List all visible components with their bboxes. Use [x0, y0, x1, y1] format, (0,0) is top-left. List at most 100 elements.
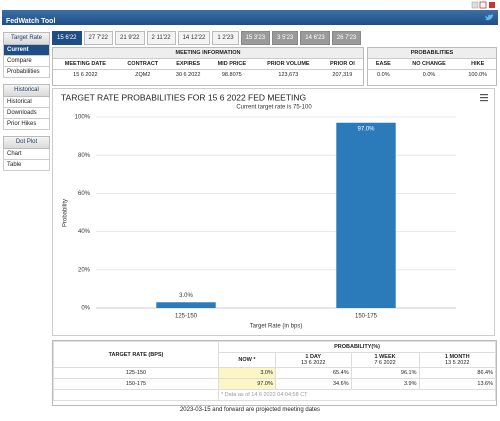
column-header: 1 WEEK 7 6 2022 [350, 352, 420, 368]
column-header: PRIOR VOLUME [255, 59, 322, 70]
tab-bar: 15 6'22 27 7'22 21 9'22 2 11'22 14 12'22 1 2'… [52, 31, 362, 45]
meeting-info: MEETING INFORMATION MEETING DATE CONTRACT E… [52, 47, 364, 86]
table: MEETING DATE CONTRACT EXPIRES MID PRICE PRIO… [53, 59, 363, 80]
x-tick-label: 150-175 [355, 314, 378, 320]
sidebar-item[interactable]: Downloads [3, 108, 50, 119]
column-date: 13 5 2022 [445, 360, 470, 366]
cell: 207,319 [332, 72, 353, 78]
sidebar-item[interactable]: Compare [3, 56, 50, 67]
tab[interactable]: 15 6'22 [52, 31, 82, 45]
tab[interactable]: 14 12'22 [177, 31, 211, 45]
column-header: 1 DAY 13 6 2022 [274, 352, 352, 368]
bar [336, 122, 396, 308]
cell: 97.0% [218, 378, 276, 390]
table: EASE NO CHANGE HIKE 0.0% 0.0% 100.0% [368, 59, 496, 80]
sidebar-item[interactable]: Probabilities [3, 67, 50, 78]
y-axis-label: Probability [63, 199, 69, 227]
y-tick-label: 100% [75, 115, 91, 121]
x-tick-label: 125-150 [175, 314, 198, 320]
header-row: MEETING DATE CONTRACT EXPIRES MID PRICE PRIO… [53, 59, 363, 70]
twitter-icon[interactable] [484, 13, 494, 22]
column-date: 13 6 2022 [300, 360, 326, 366]
tab[interactable]: 3 5'23 [272, 31, 299, 45]
probability-table: TARGET RATE (BPS) PROBABILITY(%) NOW * 1 DA… [52, 340, 497, 406]
sidebar-item[interactable]: Table [3, 160, 50, 171]
window-icons [471, 1, 495, 9]
column-header: HIKE [459, 59, 496, 70]
cell: 30 6 2022 [175, 72, 201, 78]
cell: 123,673 [278, 72, 299, 78]
column-header: NO CHANGE [398, 59, 460, 70]
column-header: MID PRICE [208, 59, 256, 70]
note: * Data as of 14 6 2022 04:04:58 CT [218, 389, 496, 401]
column-label: 1 WEEK [374, 354, 396, 360]
table-title: PROBABILITIES [368, 48, 496, 59]
cell: 15 6 2022 [73, 72, 98, 78]
column-header: PRIOR OI [321, 59, 363, 70]
y-tick-label: 40% [78, 229, 91, 235]
tab[interactable]: 15 3'23 [240, 31, 271, 45]
probabilities: PROBABILITIES EASE NO CHANGE HIKE 0.0% 0.0% 10… [367, 47, 497, 86]
sidebar-item[interactable]: Historical [3, 97, 50, 108]
row: 150-175 97.0% 34.6% 3.9% 13.6% [53, 378, 496, 390]
note-row: * Data as of 14 6 2022 04:04:58 CT [53, 389, 496, 401]
cell: 0.0% [422, 72, 436, 78]
group-header: PROBABILITY(%) [218, 341, 496, 353]
header-bar: FedWatch Tool [2, 10, 498, 25]
icon[interactable] [489, 2, 495, 8]
table: TARGET RATE (BPS) PROBABILITY(%) NOW * 1 DA… [53, 341, 496, 401]
tab[interactable]: 26 7'23 [331, 31, 362, 45]
chart-subtitle: Current target rate is 75-100 [236, 105, 312, 111]
cell: 96.1% [350, 367, 420, 379]
header-row: TARGET RATE (BPS) PROBABILITY(%) [53, 341, 496, 368]
menu-icon[interactable] [480, 94, 488, 102]
sidebar-item[interactable]: Current [3, 45, 50, 56]
column-date: 7 6 2022 [374, 360, 396, 366]
tab[interactable]: 1 2'23 [212, 31, 239, 45]
cell: 3.9% [350, 378, 420, 390]
column-header: EASE [368, 59, 399, 70]
column-header: 1 MONTH 13 5 2022 [418, 352, 496, 368]
footer: 2023-03-15 and forward are projected mee… [179, 407, 321, 413]
tab[interactable]: 14 6'23 [300, 31, 330, 45]
y-tick-label: 0% [81, 306, 90, 312]
cell: 98.8075 [221, 72, 242, 78]
y-tick-label: 60% [78, 191, 91, 197]
cell: 0.0% [377, 72, 390, 78]
cell: ZQM2 [135, 72, 151, 78]
sidebar-item[interactable]: Chart [3, 149, 50, 160]
sidebar-heading: Target Rate [3, 32, 50, 45]
value-label: 97.0% [357, 126, 375, 132]
sidebar-item[interactable]: Prior Hikes [3, 119, 50, 130]
cell: 34.6% [274, 378, 352, 390]
icon[interactable] [471, 1, 479, 9]
table-title: MEETING INFORMATION [53, 48, 363, 59]
row: 125-150 3.0% 65.4% 96.1% 86.4% [53, 367, 496, 379]
row: 15 6 2022 ZQM2 30 6 2022 98.8075 123,673 207,… [53, 70, 363, 81]
tab[interactable]: 27 7'22 [83, 31, 113, 45]
cell: 13.6% [418, 378, 496, 390]
column-label: 1 DAY [305, 354, 322, 360]
tab[interactable]: 2 11'22 [146, 31, 176, 45]
row: 0.0% 0.0% 100.0% [368, 70, 496, 81]
cell: 86.4% [418, 367, 496, 379]
cell: 150-175 [53, 378, 219, 390]
cell: 100.0% [468, 72, 488, 78]
column-header: CONTRACT [117, 59, 168, 70]
icon[interactable] [479, 1, 487, 9]
column-label: 1 MONTH [444, 354, 470, 360]
row-header: TARGET RATE (BPS) [53, 341, 219, 368]
sidebar: Target Rate Current Compare Probabilities Hi… [3, 32, 50, 171]
cell: 3.0% [218, 367, 276, 379]
sidebar-heading: Historical [3, 84, 50, 97]
column-label: NOW * [238, 357, 256, 363]
y-tick-label: 80% [78, 153, 91, 159]
x-axis-label: Target Rate (in bps) [250, 324, 303, 330]
bar [156, 302, 216, 308]
tab[interactable]: 21 9'22 [115, 31, 145, 45]
value-label: 3.0% [179, 293, 193, 299]
column-header: NOW * [218, 352, 276, 368]
column-header: EXPIRES [167, 59, 209, 70]
y-tick-label: 20% [78, 267, 91, 273]
